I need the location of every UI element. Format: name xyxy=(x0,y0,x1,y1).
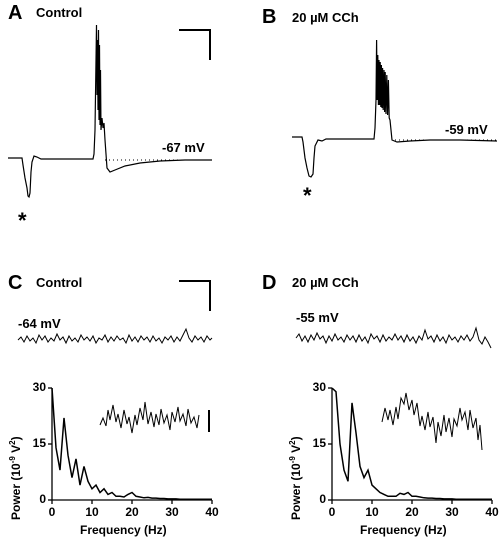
inset-trace-c xyxy=(99,401,200,434)
x-tick-label-d-30: 30 xyxy=(445,505,459,519)
y-ticks-c xyxy=(48,387,52,501)
membrane-noise-trace-d xyxy=(295,326,492,349)
power-spectrum-line-d xyxy=(331,387,492,501)
y-axis-label-d: Power (10-9 V2) xyxy=(288,436,303,520)
x-tick-label-c-30: 30 xyxy=(165,505,179,519)
y-label-pre-d: Power (10 xyxy=(289,463,303,520)
condition-label-a: Control xyxy=(36,5,83,20)
y-tick-label-c-0: 0 xyxy=(39,492,46,506)
stimulus-marker-b: * xyxy=(303,183,312,208)
y-label-pre-c: Power (10 xyxy=(9,463,23,520)
y-tick-label-d-0: 0 xyxy=(319,492,326,506)
vm-label-c: -64 mV xyxy=(18,316,61,331)
y-label-post-c: ) xyxy=(9,436,23,441)
vm-label-b: -59 mV xyxy=(445,122,488,137)
x-tick-label-c-10: 10 xyxy=(85,505,99,519)
y-label-exp1-d: -9 xyxy=(288,456,297,464)
y-ticks-d xyxy=(328,387,332,501)
vm-label-a: -67 mV xyxy=(162,140,205,155)
condition-label-c: Control xyxy=(36,275,83,290)
y-label-mid-c: V xyxy=(9,444,23,457)
membrane-noise-trace-c xyxy=(17,327,213,345)
vm-label-d: -55 mV xyxy=(296,310,339,325)
condition-label-d: 20 µM CCh xyxy=(292,275,359,290)
panel-letter-b: B xyxy=(262,6,277,28)
x-ticks-d xyxy=(331,500,493,504)
x-tick-label-d-20: 20 xyxy=(405,505,419,519)
voltage-trace-a xyxy=(8,24,212,199)
stimulus-marker-a: * xyxy=(18,208,27,233)
spectrum-plot-c xyxy=(48,387,213,504)
x-tick-label-c-20: 20 xyxy=(125,505,139,519)
x-tick-label-c-0: 0 xyxy=(48,505,56,519)
panel-letter-a: A xyxy=(8,2,23,24)
voltage-trace-b xyxy=(292,39,498,178)
spectrum-plot-d xyxy=(328,387,493,504)
power-spectrum-line-c xyxy=(51,387,212,501)
x-ticks-c xyxy=(51,500,213,504)
y-label-mid-d: V xyxy=(289,444,303,457)
y-label-exp2-d: 2 xyxy=(288,440,297,445)
y-label-post-d: ) xyxy=(289,436,303,441)
x-tick-label-d-10: 10 xyxy=(365,505,379,519)
x-axis-label-c: Frequency (Hz) xyxy=(80,523,167,537)
condition-label-b: 20 µM CCh xyxy=(292,10,359,25)
x-tick-label-c-40: 40 xyxy=(205,505,219,519)
y-axis-label-c: Power (10-9 V2) xyxy=(8,436,23,520)
y-tick-label-c-30: 30 xyxy=(32,380,46,394)
panel-letter-d: D xyxy=(262,272,277,294)
panel-letter-c: C xyxy=(8,272,23,294)
y-tick-label-d-30: 30 xyxy=(312,380,326,394)
x-axis-label-d: Frequency (Hz) xyxy=(360,523,447,537)
x-tick-label-d-0: 0 xyxy=(328,505,336,519)
scale-bar-a xyxy=(179,29,211,60)
y-tick-label-d-15: 15 xyxy=(312,436,326,450)
inset-trace-d xyxy=(381,392,483,451)
y-tick-label-c-15: 15 xyxy=(32,436,46,450)
scale-bar-c xyxy=(179,280,211,311)
y-label-exp2-c: 2 xyxy=(8,440,17,445)
x-tick-label-d-40: 40 xyxy=(485,505,499,519)
y-label-exp1-c: -9 xyxy=(8,456,17,464)
